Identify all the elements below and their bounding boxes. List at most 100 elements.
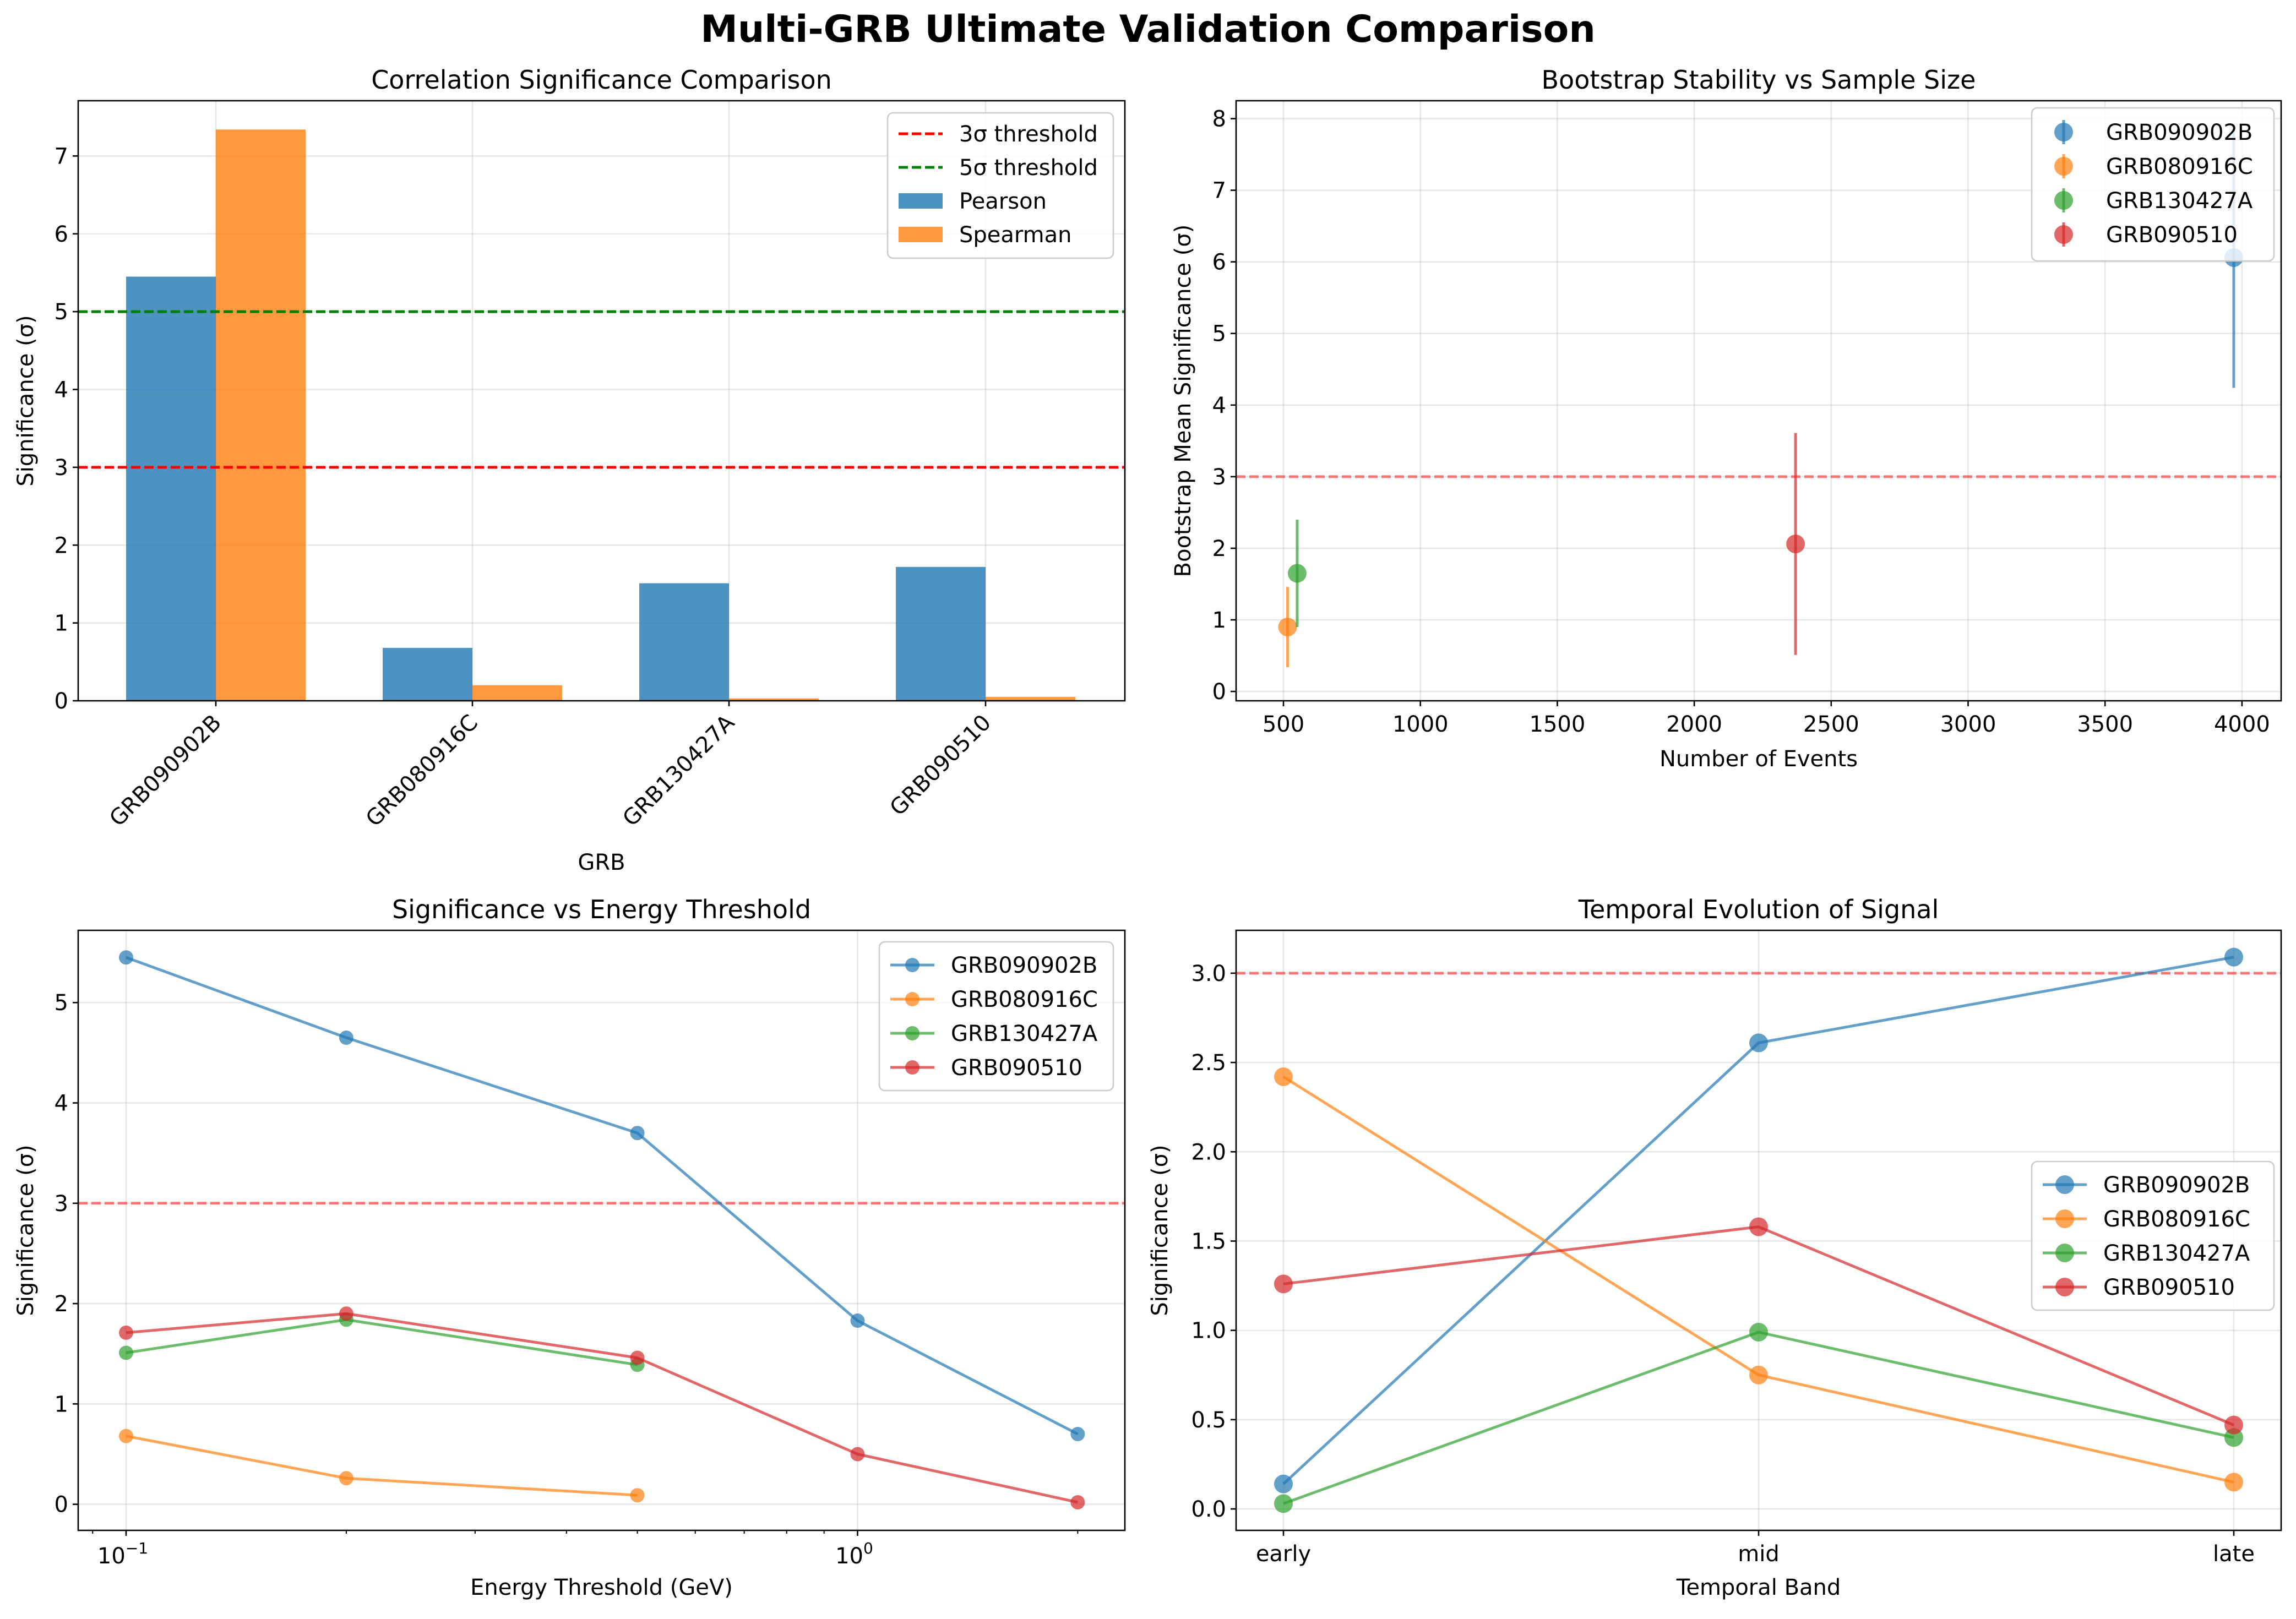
point-grb090902b [850, 1313, 865, 1328]
legend-label: GRB130427A [951, 1021, 1098, 1046]
x-tick-label: GRB090510 [885, 710, 996, 821]
y-tick-label: 5 [55, 299, 68, 325]
y-tick-label: 6 [1212, 250, 1226, 275]
point-grb090510 [630, 1350, 645, 1365]
y-tick-label: 6 [55, 222, 68, 247]
x-tick-label: 100 [835, 1539, 873, 1569]
x-tick-label: 500 [1263, 712, 1304, 737]
point-grb090510 [850, 1447, 865, 1462]
plot-frame [77, 929, 1126, 1531]
axes-energy: 0 1 2 3 4 5 10−1 100 [55, 930, 1125, 1569]
legend-box [2031, 107, 2275, 262]
subplot-energy: 0 1 2 3 4 5 10−1 100 Significance vs Energy Thre… [13, 895, 1126, 1600]
x-tick-label: GRB090902B [105, 710, 226, 832]
y-axis-label: Significance (σ) [13, 315, 39, 486]
y-tick-label: 2 [55, 533, 68, 558]
legend-label: 5σ threshold [959, 155, 1098, 181]
x-tick-base: 10 [97, 1544, 126, 1569]
x-tick-base: 10 [835, 1544, 863, 1569]
legend-marker [905, 1060, 920, 1075]
bar-spearman-grb090902b [216, 129, 306, 701]
y-tick-label: 2.5 [1191, 1050, 1226, 1076]
point-grb130427a [1287, 564, 1307, 583]
plot-frame [1235, 929, 2282, 1531]
legend-box [886, 112, 1114, 259]
point-grb090510 [2224, 1415, 2243, 1435]
y-tick-label: 5 [55, 990, 68, 1016]
x-axis-label: Temporal Band [1676, 1575, 1841, 1600]
legend-label: Pearson [959, 189, 1047, 214]
subplot-title: Significance vs Energy Threshold [392, 895, 811, 924]
y-tick-label: 2 [1212, 536, 1226, 562]
y-tick-label: 4 [55, 1091, 68, 1116]
legend-marker [2055, 1175, 2074, 1194]
x-tick-label: 3000 [1940, 712, 1996, 737]
point-grb090902b [1070, 1427, 1085, 1442]
point-grb080916c [339, 1471, 353, 1486]
point-grb130427a [1274, 1494, 1293, 1513]
legend-marker [2055, 1244, 2074, 1262]
point-grb080916c [2224, 1473, 2243, 1492]
y-tick-label: 4 [55, 378, 68, 403]
point-grb080916c [119, 1429, 134, 1443]
y-tick-label: 3 [55, 1191, 68, 1217]
y-tick-label: 0.5 [1191, 1408, 1226, 1433]
point-grb130427a [1749, 1322, 1768, 1342]
x-tick-label: 2500 [1803, 712, 1859, 737]
x-tick-exponent: 0 [863, 1539, 873, 1557]
x-tick-label: 1500 [1530, 712, 1586, 737]
y-tick-label: 1 [55, 1392, 68, 1417]
point-grb090902b [630, 1126, 645, 1141]
y-tick-label: 1 [55, 611, 68, 636]
x-tick-label: 1000 [1392, 712, 1449, 737]
x-tick-label: mid [1738, 1541, 1779, 1567]
point-grb090510 [1786, 535, 1805, 554]
x-tick-label: 2000 [1666, 712, 1722, 737]
x-axis-label: Energy Threshold (GeV) [470, 1575, 733, 1600]
legend-marker [905, 1026, 920, 1040]
series-line-grb080916c [126, 1435, 638, 1497]
point-grb080916c [1278, 618, 1297, 637]
legend-label: GRB130427A [2103, 1241, 2250, 1266]
x-tick-label: 10−1 [97, 1539, 148, 1569]
legend-box [2031, 1160, 2275, 1311]
subplot-bar: 0 1 2 3 4 5 6 7 GRB090902B GRB080916C GRB130427A GR… [13, 65, 1126, 875]
legend-label: GRB090902B [2106, 120, 2253, 145]
point-grb090510 [1070, 1495, 1085, 1509]
legend-label: GRB130427A [2106, 188, 2253, 214]
x-tick-label: late [2213, 1541, 2255, 1567]
y-tick-label: 1.0 [1191, 1318, 1226, 1344]
point-grb080916c [1749, 1365, 1768, 1384]
legend-marker [2054, 191, 2073, 210]
legend-marker [2054, 123, 2073, 141]
plot-frame [77, 100, 1126, 702]
point-grb130427a [119, 1345, 134, 1360]
legend-label: GRB090510 [951, 1055, 1082, 1081]
subplot-bootstrap: 0 1 2 3 4 5 6 7 8 500 1000 1500 2000 2500 3000 3500 4000… [1171, 65, 2282, 772]
subplot-title: Bootstrap Stability vs Sample Size [1542, 65, 1976, 95]
legend-label: 3σ threshold [959, 122, 1098, 147]
legend-label: Spearman [959, 222, 1071, 248]
subplot-temporal: 0.0 0.5 1.0 1.5 2.0 2.5 3.0 early mid late Tempora… [1147, 895, 2282, 1600]
x-tick-label: early [1256, 1541, 1311, 1567]
subplot-title: Temporal Evolution of Signal [1578, 895, 1939, 924]
point-grb090902b [339, 1031, 353, 1045]
legend-label: GRB080916C [951, 987, 1098, 1012]
legend-marker [2055, 1209, 2074, 1228]
y-axis-label: Significance (σ) [13, 1144, 39, 1316]
y-tick-label: 7 [55, 144, 68, 169]
y-tick-label: 0 [55, 689, 68, 714]
bar-spearman-grb090510 [986, 696, 1075, 701]
y-tick-label: 0 [1212, 679, 1226, 705]
point-grb090902b [1274, 1474, 1293, 1493]
point-grb090510 [339, 1306, 353, 1321]
plot-frame [1235, 100, 2282, 702]
figure-title: Multi-GRB Ultimate Validation Comparison [700, 8, 1596, 51]
bar-pearson-grb090510 [896, 566, 986, 701]
subplot-title: Correlation Significance Comparison [371, 65, 832, 95]
y-tick-label: 5 [1212, 321, 1226, 347]
y-tick-label: 3 [55, 455, 68, 481]
legend-marker [905, 992, 920, 1006]
y-tick-label: 2 [55, 1291, 68, 1317]
